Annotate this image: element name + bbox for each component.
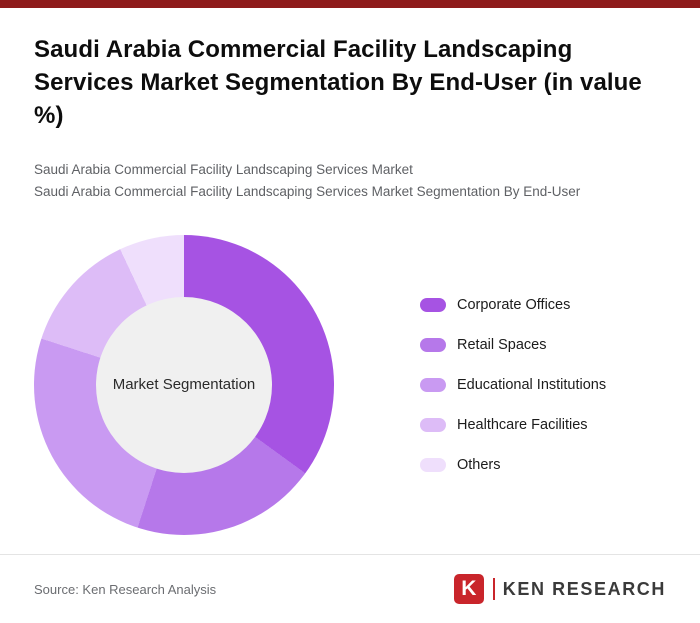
legend-swatch bbox=[420, 457, 446, 472]
legend-item[interactable]: Retail Spaces bbox=[420, 337, 606, 353]
legend-label: Others bbox=[457, 456, 501, 473]
ken-research-logo-icon: K bbox=[453, 574, 484, 604]
top-bar bbox=[0, 0, 700, 8]
logo-text: KEN RESEARCH bbox=[502, 578, 666, 599]
chart-row: Market Segmentation Corporate Offices Ret… bbox=[34, 234, 666, 535]
legend-label: Retail Spaces bbox=[457, 336, 547, 353]
subtitle-line-1: Saudi Arabia Commercial Facility Landsca… bbox=[34, 161, 413, 177]
donut-hole: Market Segmentation bbox=[96, 296, 272, 473]
legend-swatch bbox=[420, 337, 446, 352]
donut-chart[interactable]: Market Segmentation bbox=[34, 234, 334, 535]
legend-label: Corporate Offices bbox=[457, 296, 571, 313]
legend-label: Healthcare Facilities bbox=[457, 416, 588, 433]
legend-item[interactable]: Educational Institutions bbox=[420, 377, 606, 393]
subtitle-block: Saudi Arabia Commercial Facility Landsca… bbox=[34, 159, 666, 203]
logo-separator bbox=[492, 578, 495, 600]
legend: Corporate Offices Retail Spaces Educationa… bbox=[420, 297, 606, 473]
footer: Source: Ken Research Analysis K KEN RESE… bbox=[0, 554, 700, 623]
legend-item[interactable]: Corporate Offices bbox=[420, 297, 606, 313]
legend-swatch bbox=[420, 297, 446, 312]
legend-swatch bbox=[420, 417, 446, 432]
source-text: Source: Ken Research Analysis bbox=[34, 581, 217, 597]
legend-item[interactable]: Healthcare Facilities bbox=[420, 417, 606, 433]
legend-swatch bbox=[420, 377, 446, 392]
donut-center-label: Market Segmentation bbox=[112, 376, 256, 394]
legend-item[interactable]: Others bbox=[420, 457, 606, 473]
subtitle-line-2: Saudi Arabia Commercial Facility Landsca… bbox=[34, 183, 581, 199]
ken-research-logo: K KEN RESEARCH bbox=[453, 574, 666, 604]
content-area: Saudi Arabia Commercial Facility Landsca… bbox=[0, 8, 700, 554]
page-title: Saudi Arabia Commercial Facility Landsca… bbox=[34, 36, 642, 129]
legend-label: Educational Institutions bbox=[457, 376, 607, 393]
